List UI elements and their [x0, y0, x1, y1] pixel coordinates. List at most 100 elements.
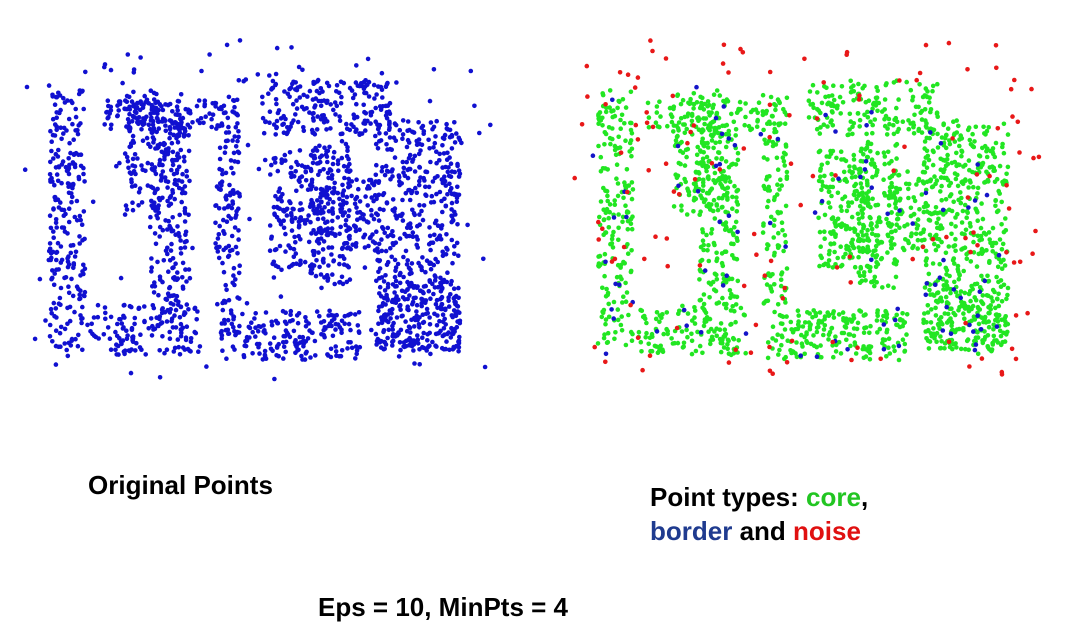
- core-point: [630, 187, 636, 192]
- core-point: [782, 109, 788, 115]
- original-point: [345, 313, 351, 318]
- original-point: [362, 90, 367, 96]
- original-point: [270, 78, 276, 84]
- noise-point: [891, 168, 896, 173]
- original-point: [136, 115, 142, 120]
- original-point: [120, 80, 125, 86]
- original-point: [209, 124, 214, 130]
- core-point: [1005, 164, 1011, 170]
- noise-point: [789, 338, 795, 344]
- original-point: [250, 351, 255, 356]
- noise-point: [709, 161, 715, 166]
- core-point: [621, 259, 626, 265]
- core-point: [606, 225, 612, 230]
- original-point: [373, 172, 379, 178]
- original-point: [101, 332, 107, 337]
- original-point: [409, 317, 414, 323]
- original-point: [69, 191, 74, 196]
- core-point: [978, 225, 984, 231]
- noise-point: [674, 325, 680, 331]
- noise-point: [596, 219, 601, 225]
- core-point: [968, 298, 973, 304]
- core-point: [1000, 144, 1005, 150]
- original-point: [449, 278, 454, 284]
- core-point: [943, 163, 949, 169]
- core-point: [851, 89, 857, 94]
- noise-point: [1012, 77, 1017, 83]
- original-point: [330, 218, 335, 224]
- core-point: [624, 290, 630, 295]
- original-point: [414, 285, 420, 291]
- core-point: [597, 214, 602, 220]
- core-point: [823, 184, 829, 190]
- core-point: [705, 145, 711, 150]
- original-point: [50, 339, 55, 344]
- original-point: [152, 284, 158, 289]
- original-point: [184, 302, 190, 307]
- noise-point: [770, 371, 775, 377]
- core-point: [1005, 132, 1011, 137]
- core-point: [768, 214, 774, 220]
- core-point: [928, 177, 934, 182]
- original-point: [308, 187, 314, 192]
- original-point: [404, 233, 410, 239]
- core-point: [704, 232, 709, 238]
- noise-point: [1004, 183, 1009, 188]
- border-point: [798, 353, 803, 359]
- core-point: [957, 304, 962, 310]
- core-point: [870, 122, 875, 128]
- core-point: [938, 345, 944, 351]
- original-point: [284, 213, 290, 218]
- core-point: [935, 145, 941, 150]
- original-point: [446, 304, 452, 309]
- original-point: [222, 206, 227, 211]
- original-point: [391, 135, 397, 140]
- core-point: [664, 326, 669, 332]
- core-point: [623, 185, 629, 191]
- original-point: [443, 183, 449, 188]
- core-point: [874, 224, 879, 229]
- original-point: [427, 330, 433, 336]
- original-point: [262, 157, 268, 163]
- core-point: [603, 230, 608, 235]
- original-point: [421, 203, 427, 208]
- core-point: [784, 174, 790, 179]
- original-point: [446, 165, 451, 170]
- core-point: [851, 313, 856, 318]
- core-point: [922, 285, 928, 290]
- core-point: [612, 336, 617, 342]
- original-point: [122, 151, 128, 156]
- core-point: [721, 168, 726, 174]
- original-point: [313, 273, 319, 279]
- original-point: [404, 144, 410, 150]
- core-point: [894, 222, 899, 227]
- core-point: [828, 120, 833, 125]
- core-point: [891, 193, 897, 198]
- core-point: [990, 146, 996, 151]
- original-point: [183, 267, 188, 272]
- core-point: [996, 279, 1001, 285]
- core-point: [882, 337, 888, 343]
- original-point: [157, 375, 163, 380]
- original-point: [440, 319, 446, 325]
- core-point: [639, 349, 644, 354]
- original-point: [335, 158, 341, 163]
- original-point: [182, 310, 187, 315]
- core-point: [880, 340, 885, 346]
- core-point: [919, 130, 925, 135]
- core-point: [879, 318, 885, 323]
- original-point: [368, 177, 374, 183]
- original-point: [425, 338, 430, 343]
- core-point: [974, 281, 980, 287]
- original-point: [169, 140, 175, 146]
- core-point: [704, 168, 709, 174]
- original-point: [253, 325, 258, 331]
- core-point: [601, 185, 606, 191]
- core-point: [784, 314, 789, 319]
- core-point: [629, 153, 634, 159]
- original-point: [162, 175, 168, 180]
- core-point: [629, 338, 635, 344]
- original-point: [123, 203, 129, 208]
- original-point: [113, 347, 118, 353]
- original-point: [382, 288, 388, 293]
